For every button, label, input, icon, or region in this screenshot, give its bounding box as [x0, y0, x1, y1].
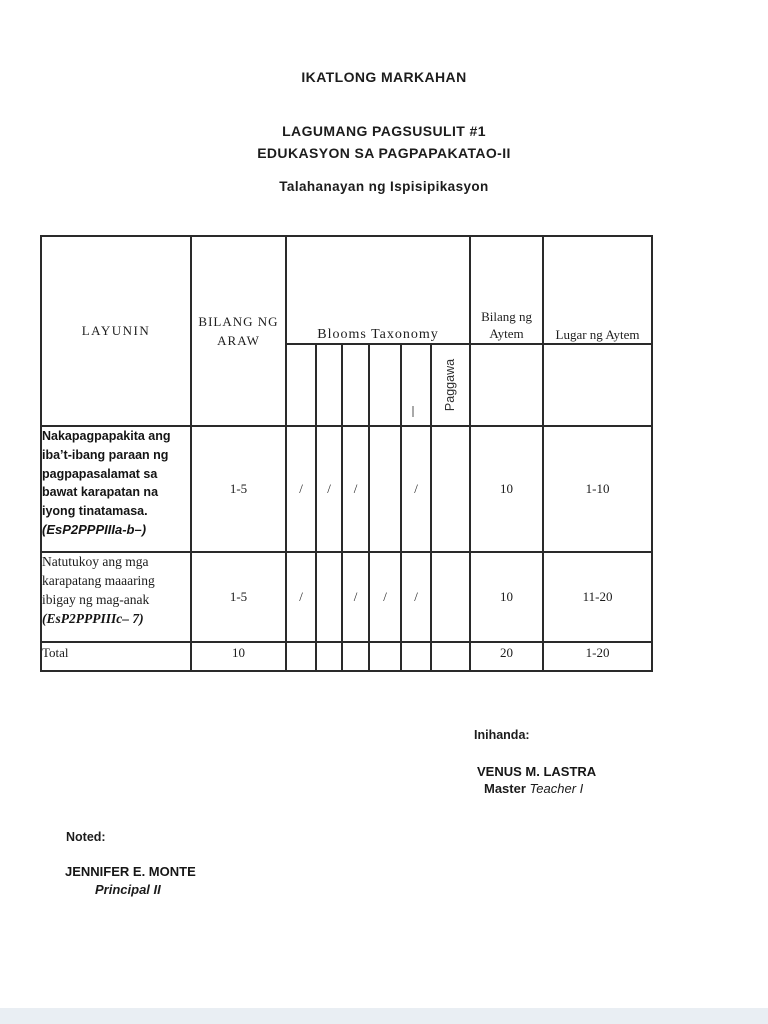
bilang-ng-aytem-1: 10: [469, 425, 545, 553]
column-header-bilang-ng-aytem: Bilang ng Aytem: [469, 235, 545, 345]
paggawa-vertical-label: Paggawa: [443, 358, 458, 412]
table-caption: Talahanayan ng Ispisipikasyon: [279, 179, 489, 194]
total-blooms-1: [285, 641, 317, 672]
table-row-total: Total 10 20 1-20: [40, 641, 654, 672]
prepared-by-name: VENUS M. LASTRA: [477, 764, 597, 779]
objective-2-code: (EsP2PPPIIIc– 7): [42, 610, 144, 626]
prepared-by-label: Inihanda:: [474, 728, 530, 742]
quarter-title: IKATLONG MARKAHAN: [301, 69, 467, 85]
total-blooms-6: [429, 641, 472, 672]
noted-role: Principal II: [95, 882, 161, 897]
blooms-subcolumn-5: [400, 343, 432, 427]
lugar-ng-aytem-2: 11-20: [542, 551, 654, 643]
blooms-subcolumn-1: [285, 343, 317, 427]
blooms-subcolumn-4: [368, 343, 402, 427]
blooms-mark: [315, 551, 343, 643]
layunin-cell-1: Nakapagpapakita ang iba’t-ibang paraan n…: [40, 425, 192, 553]
total-blooms-3: [341, 641, 370, 672]
blooms-mark: [368, 425, 402, 553]
objective-1-text: Nakapagpapakita ang iba’t-ibang paraan n…: [42, 429, 171, 518]
test-title: LAGUMANG PAGSUSULIT #1: [282, 123, 486, 139]
blooms-mark: /: [285, 551, 317, 643]
blooms-subcolumn-3: [341, 343, 370, 427]
table-row: Natutukoy ang mga karapatang maaaring ib…: [40, 551, 654, 643]
bilang-ng-aytem-2: 10: [469, 551, 545, 643]
table-row: Nakapagpapakita ang iba’t-ibang paraan n…: [40, 425, 654, 553]
bilang-ng-araw-2: 1-5: [190, 551, 287, 643]
blooms-subcolumn-2: [315, 343, 343, 427]
prepared-by-role: Master Teacher I: [484, 781, 583, 796]
blooms-mark: /: [315, 425, 343, 553]
total-blooms-4: [368, 641, 402, 672]
blooms-mark: [429, 551, 472, 643]
lugar-ng-aytem-1: 1-10: [542, 425, 654, 553]
prepared-role-italic: Teacher I: [529, 781, 584, 796]
noted-role-text: Principal II: [95, 882, 161, 897]
objective-1-code: (EsP2PPPIIIa-b–): [42, 521, 147, 537]
blooms-mark: /: [368, 551, 402, 643]
blooms-mark: [429, 425, 472, 553]
total-blooms-5: [400, 641, 432, 672]
total-lugar-ng-aytem: 1-20: [542, 641, 654, 672]
column-header-blooms-taxonomy: Blooms Taxonomy: [284, 235, 472, 345]
total-bilang-ng-araw: 10: [190, 641, 287, 672]
objective-2-text: Natutukoy ang mga karapatang maaaring ib…: [42, 554, 155, 607]
page-bottom-strip: [0, 1008, 768, 1024]
subject-title: EDUKASYON SA PAGPAPAKATAO-II: [257, 145, 511, 161]
faint-scan-artifact: [412, 406, 415, 417]
bilang-ng-araw-1: 1-5: [190, 425, 287, 553]
noted-label: Noted:: [66, 830, 106, 844]
blooms-mark: /: [341, 425, 370, 553]
blooms-mark: /: [285, 425, 317, 553]
blooms-mark: /: [400, 425, 432, 553]
lugar-ng-aytem-subcell: [542, 343, 654, 427]
noted-name: JENNIFER E. MONTE: [65, 864, 196, 879]
column-header-bilang-ng-araw: BILANG NG ARAW: [190, 235, 287, 427]
total-blooms-2: [315, 641, 343, 672]
layunin-cell-2: Natutukoy ang mga karapatang maaaring ib…: [40, 551, 192, 643]
bilang-ng-aytem-subcell: [469, 343, 545, 427]
prepared-role-bold: Master: [484, 781, 526, 796]
total-bilang-ng-aytem: 20: [469, 641, 545, 672]
blooms-subcolumn-paggawa: Paggawa: [429, 343, 472, 427]
total-label: Total: [40, 641, 192, 672]
blooms-mark: /: [400, 551, 432, 643]
blooms-mark: /: [341, 551, 370, 643]
column-header-lugar-ng-aytem: Lugar ng Aytem: [542, 235, 654, 345]
column-header-layunin: LAYUNIN: [40, 235, 192, 427]
specification-table: LAYUNIN BILANG NG ARAW Blooms Taxonomy B…: [40, 235, 654, 672]
